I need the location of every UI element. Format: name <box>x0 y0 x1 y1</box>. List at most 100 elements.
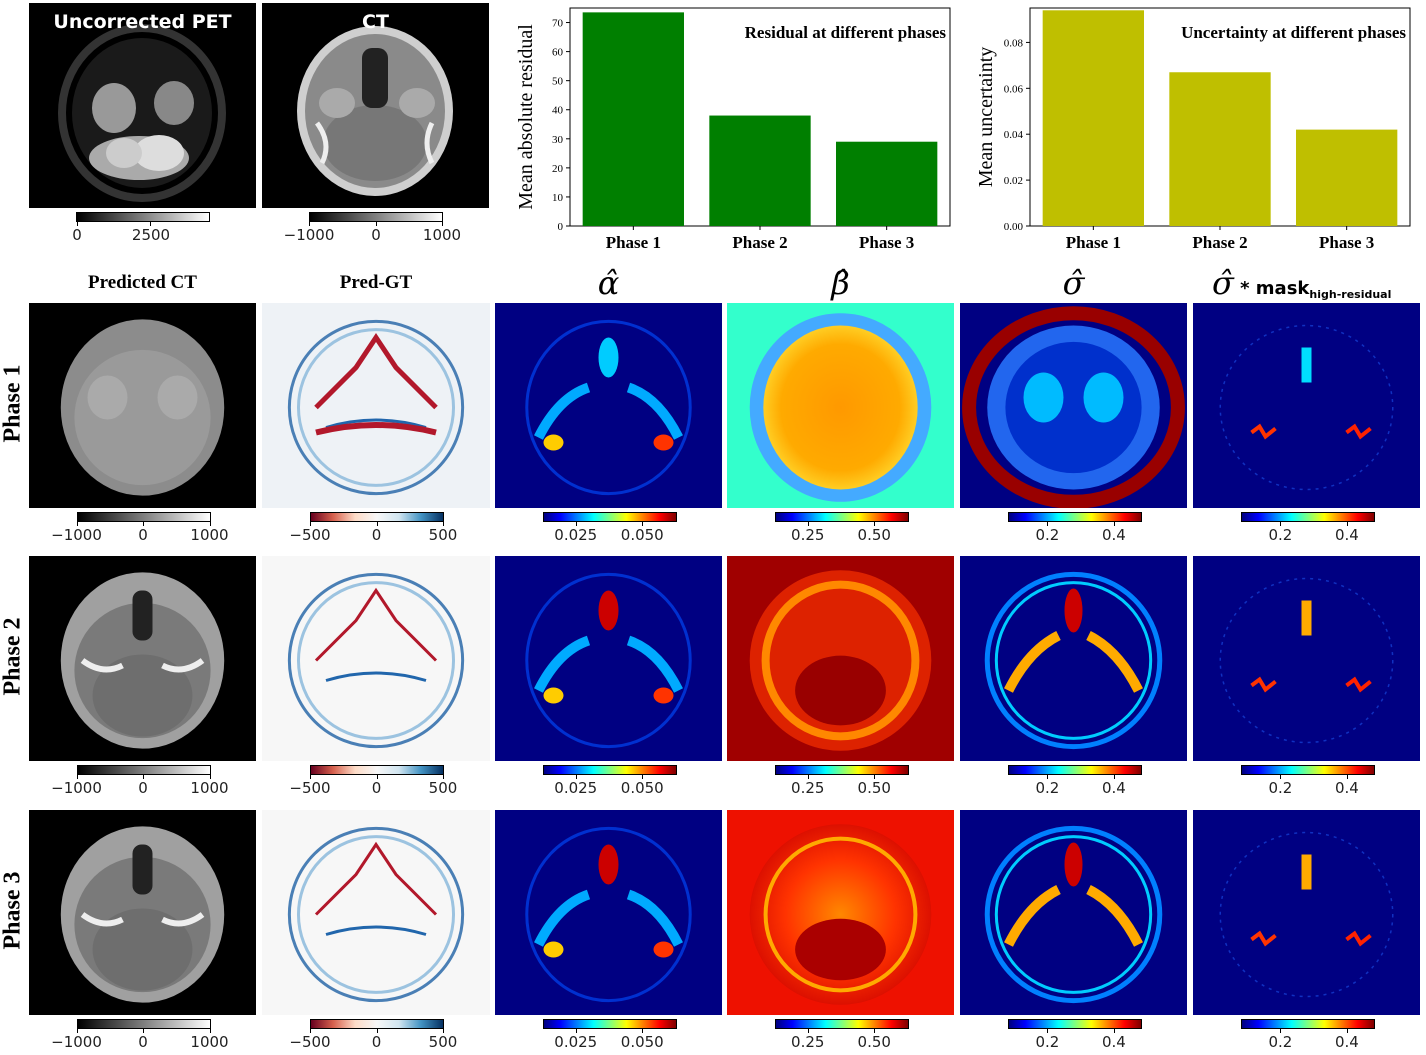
colorbar-tick-mark <box>310 1029 311 1033</box>
colorbar-tick-mark <box>443 522 444 526</box>
phase-1-pred-gt-colorbar <box>310 512 444 522</box>
colorbar-tick-mark <box>143 1029 144 1033</box>
header-mask-subscript: high-residual <box>1309 288 1392 302</box>
x-tick-label: Phase 2 <box>732 233 787 252</box>
colorbar-tick-label: 0 <box>138 1033 148 1051</box>
phase-1-beta-image <box>727 303 954 508</box>
phase-1-predicted-ct-image <box>29 303 256 508</box>
phase-3-beta-colorbar <box>774 1019 909 1029</box>
colorbar-tick-mark <box>209 775 211 779</box>
colorbar-tick-mark <box>1346 775 1348 779</box>
y-tick-label: 0.00 <box>1004 221 1024 233</box>
bar-1 <box>1042 10 1144 226</box>
colorbar-tick-label: 0.025 <box>554 1033 598 1051</box>
colorbar-tick-label: 0.50 <box>857 1033 891 1051</box>
y-tick-label: 40 <box>552 105 564 117</box>
header-sigma-mask: σ̂ * maskhigh-residual <box>1212 264 1422 302</box>
ct-image: CT <box>262 3 489 208</box>
y-axis-label: Mean absolute residual <box>515 24 537 210</box>
pet-tick-0: 0 <box>72 226 82 244</box>
colorbar-tick-label: 0.25 <box>791 1033 825 1051</box>
colorbar-tick-label: 0.2 <box>1268 1033 1293 1051</box>
colorbar-tick-mark <box>807 775 809 779</box>
colorbar-tick-mark <box>443 775 444 779</box>
y-tick-label: 50 <box>552 76 564 88</box>
colorbar-tick-mark <box>575 1029 577 1033</box>
phase-2-sigma-image <box>960 556 1187 761</box>
colorbar-tick-mark <box>376 1029 378 1033</box>
colorbar-tick-mark <box>310 522 311 526</box>
colorbar-tick-label: 0 <box>371 779 382 797</box>
header-predicted-ct: Predicted CT <box>88 272 197 293</box>
phase-3-sigma-mask-colorbar <box>1240 1019 1375 1029</box>
phase-3-sigma-mask-image <box>1193 810 1420 1015</box>
header-beta: β̂ <box>831 264 850 302</box>
phase-3-sigma-colorbar <box>1007 1019 1142 1029</box>
colorbar-tick-label: 500 <box>428 779 458 797</box>
phase-3-predicted-ct-image <box>29 810 256 1015</box>
y-tick-label: 30 <box>552 134 564 146</box>
phase-2-sigma-mask-image <box>1193 556 1420 761</box>
phase-1-sigma-image <box>960 303 1187 508</box>
colorbar-tick-label: 0 <box>138 526 148 544</box>
y-tick-label: 0 <box>558 221 564 233</box>
phase-1-beta-colorbar <box>774 512 909 522</box>
colorbar-tick-mark <box>1047 1029 1049 1033</box>
phase-2-beta-image <box>727 556 954 761</box>
pet-tick-2500: 2500 <box>131 226 171 244</box>
y-axis-label: Mean uncertainty <box>975 47 997 188</box>
phase-1-sigma-mask-image <box>1193 303 1420 508</box>
colorbar-tick-mark <box>376 775 378 779</box>
colorbar-tick-label: 0.4 <box>1101 526 1126 544</box>
phase-1-sigma-colorbar <box>1007 512 1142 522</box>
y-tick-label: 70 <box>552 18 564 30</box>
chart-title: Residual at different phases <box>745 23 947 42</box>
colorbar-tick-label: 0 <box>371 1033 382 1051</box>
colorbar-tick-label: 500 <box>428 526 458 544</box>
colorbar-tick-mark <box>642 775 644 779</box>
phase-3-alpha-colorbar <box>542 1019 677 1029</box>
phase-2-sigma-mask-colorbar <box>1240 765 1375 775</box>
phase-3-pred-gt-colorbar <box>310 1019 444 1029</box>
row-label-phase-1: Phase 1 <box>0 364 26 443</box>
y-tick-label: 0.08 <box>1004 37 1024 49</box>
colorbar-tick-label: −500 <box>289 779 331 797</box>
colorbar-tick-mark <box>874 1029 876 1033</box>
colorbar-tick-label: 0.50 <box>857 526 891 544</box>
colorbar-tick-label: 0.050 <box>620 1033 664 1051</box>
header-alpha: α̂ <box>597 264 620 302</box>
colorbar-tick-mark <box>76 1029 78 1033</box>
colorbar-tick-mark <box>575 775 577 779</box>
row-label-phase-2: Phase 2 <box>0 617 26 696</box>
colorbar-tick-mark <box>1113 775 1115 779</box>
colorbar-tick-label: 0.4 <box>1334 779 1359 797</box>
colorbar-tick-label: 1000 <box>190 1033 229 1051</box>
phase-1-pred-gt-image <box>262 303 490 508</box>
phase-2-predicted-ct-colorbar <box>76 765 211 775</box>
phase-2-beta-colorbar <box>774 765 909 775</box>
colorbar-tick-mark <box>76 522 78 526</box>
x-tick-label: Phase 1 <box>606 233 661 252</box>
colorbar-tick-mark <box>642 522 644 526</box>
bar-1 <box>582 12 684 226</box>
header-mask-label: * mask <box>1233 278 1310 299</box>
colorbar-tick-label: 0.4 <box>1334 526 1359 544</box>
colorbar-tick-label: 0.4 <box>1101 1033 1126 1051</box>
colorbar-tick-label: 0.2 <box>1268 779 1293 797</box>
colorbar-tick-mark <box>310 775 311 779</box>
ct-colorbar <box>309 212 443 222</box>
bar-2 <box>709 115 811 226</box>
colorbar-tick-mark <box>1280 1029 1282 1033</box>
colorbar-tick-label: 0.050 <box>620 526 664 544</box>
colorbar-tick-mark <box>1047 775 1049 779</box>
colorbar-tick-mark <box>1346 522 1348 526</box>
y-tick-label: 60 <box>552 47 564 59</box>
phase-3-predicted-ct-colorbar <box>76 1019 211 1029</box>
colorbar-tick-label: 500 <box>428 1033 458 1051</box>
colorbar-tick-mark <box>76 775 78 779</box>
colorbar-tick-mark <box>143 522 144 526</box>
uncertainty-bar-chart: 0.00 0.02 0.04 0.06 0.08 Phase 1 Phase 2 Phase … <box>970 0 1420 262</box>
colorbar-tick-label: 0.2 <box>1268 526 1293 544</box>
colorbar-tick-label: −1000 <box>51 526 102 544</box>
colorbar-tick-label: 0.025 <box>554 526 598 544</box>
